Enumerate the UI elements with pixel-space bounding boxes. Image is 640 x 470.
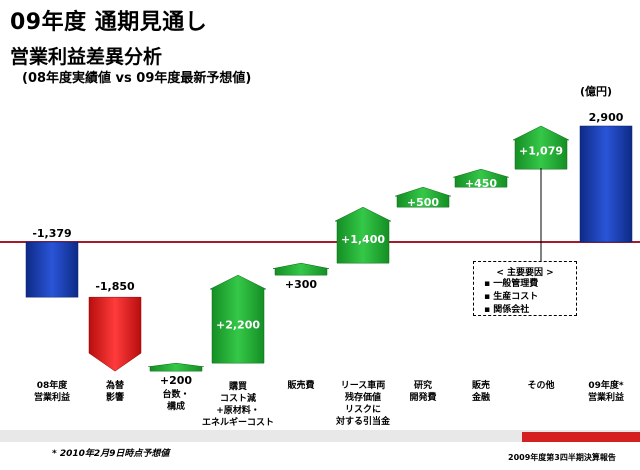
category-label-0: 08年度 [37, 379, 69, 391]
category-label-2: 構成 [167, 400, 185, 412]
category-label-2: 台数・ [162, 388, 189, 400]
data-label-3: +2,200 [216, 319, 260, 332]
comparison-note: (08年度実績値 vs 09年度最新予想値) [22, 71, 252, 86]
bar-3 [209, 274, 267, 364]
category-label-5: 対する引当金 [335, 415, 391, 427]
data-label-4: +300 [285, 278, 318, 291]
category-label-5: リース車両 [341, 379, 386, 391]
category-label-7: 金融 [471, 391, 490, 403]
footer-band [0, 430, 640, 442]
bar-7 [452, 168, 510, 188]
footer-accent [522, 432, 640, 442]
category-label-3: コスト減 [220, 392, 256, 404]
category-label-9: 09年度* [588, 379, 624, 391]
bar-1 [88, 296, 142, 372]
category-label-5: 残存価値 [345, 391, 381, 403]
main-factors-box: < 主要要因 > 一般管理費 生産コスト 関係会社 [473, 261, 577, 316]
bar-9 [579, 125, 633, 243]
category-label-9: 営業利益 [588, 391, 624, 403]
data-label-8: +1,079 [519, 145, 563, 158]
bar-6 [394, 186, 452, 208]
category-label-3: エネルギーコスト [202, 416, 274, 428]
bar-4 [272, 262, 330, 276]
data-label-9: 2,900 [589, 111, 624, 124]
source-label: 2009年度第3四半期決算報告 [508, 453, 616, 462]
main-factor-item: 一般管理費 [474, 278, 576, 291]
main-factor-item: 生産コスト [474, 291, 576, 304]
bar-5 [334, 206, 392, 264]
data-label-1: -1,850 [95, 280, 135, 293]
category-label-1: 為替 [105, 379, 125, 391]
category-label-4: 販売費 [287, 379, 314, 391]
bar-8 [512, 125, 570, 170]
data-label-6: +500 [407, 196, 440, 209]
footnote: * 2010年2月9日時点予想値 [52, 449, 170, 459]
bar-0 [25, 241, 79, 298]
unit-label: (億円) [580, 85, 613, 98]
main-factor-item: 関係会社 [474, 304, 576, 317]
category-label-5: リスクに [345, 404, 381, 415]
category-label-1: 影響 [106, 391, 124, 403]
page-title: 09年度 通期見通し [10, 10, 208, 35]
category-label-6: 研究 [414, 379, 432, 391]
main-factors-title: < 主要要因 > [496, 268, 554, 278]
chart-subtitle: 営業利益差異分析 [10, 46, 163, 68]
category-label-3: 購買 [228, 380, 247, 392]
category-label-6: 開発費 [409, 391, 436, 403]
category-label-0: 営業利益 [34, 391, 70, 403]
waterfall-chart: -1,37908年度営業利益-1,850為替影響+200台数・構成+2,200購… [0, 111, 640, 428]
data-label-0: -1,379 [32, 227, 71, 240]
bar-2 [147, 362, 205, 372]
category-label-8: その他 [527, 379, 554, 391]
category-label-3: +原材料・ [216, 404, 260, 416]
data-label-2: +200 [160, 374, 193, 387]
category-label-7: 販売 [472, 379, 490, 391]
data-label-7: +450 [465, 177, 498, 190]
data-label-5: +1,400 [341, 233, 385, 246]
